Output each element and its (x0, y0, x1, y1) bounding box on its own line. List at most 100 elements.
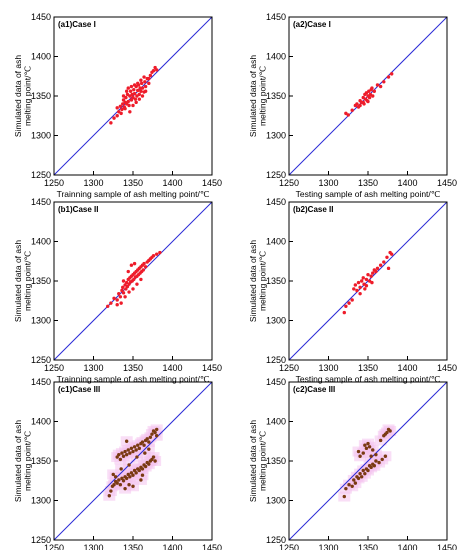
data-point (118, 457, 123, 462)
data-point (117, 452, 121, 457)
y-axis-label: Simulated data of ashmelting point/℃ (13, 240, 32, 322)
data-point (359, 279, 364, 283)
data-point (131, 449, 135, 454)
data-point (375, 266, 380, 271)
y-tick-label: 1350 (266, 456, 286, 466)
panel-title: (b2)Case II (293, 205, 333, 214)
data-point (127, 103, 131, 108)
data-point (380, 457, 384, 462)
data-point (123, 486, 127, 491)
data-point (137, 446, 142, 451)
data-point (355, 102, 359, 106)
data-point (390, 72, 394, 76)
data-point (369, 274, 373, 278)
panel-title: (a2)Case I (293, 20, 331, 29)
data-point (361, 100, 365, 105)
data-point (129, 84, 134, 89)
data-point (143, 265, 148, 269)
data-point (363, 443, 367, 447)
y-tick-label: 1400 (31, 237, 51, 247)
data-point (350, 298, 354, 302)
data-point (124, 439, 129, 443)
x-tick-label: 1400 (397, 178, 417, 188)
data-point (390, 252, 394, 256)
data-point (147, 440, 151, 444)
data-point (378, 438, 383, 443)
x-tick-label: 1300 (318, 363, 338, 373)
data-point (126, 269, 130, 274)
data-point (136, 88, 140, 93)
y-axis-label: Simulated data of ashmelting point/℃ (13, 420, 32, 502)
x-axis-label: Testing sample of ash melting point/℃ (296, 189, 441, 199)
x-tick-label: 1450 (437, 543, 457, 550)
data-point (131, 473, 135, 477)
y-tick-label: 1350 (31, 91, 51, 101)
data-point (123, 106, 127, 111)
y-tick-label: 1250 (31, 355, 51, 365)
data-point (375, 83, 380, 87)
data-point (145, 437, 149, 441)
data-point (140, 94, 145, 98)
y-axis-label: Simulated data of ashmelting point/℃ (248, 240, 267, 322)
data-point (143, 80, 147, 84)
data-point (143, 451, 147, 455)
data-point (147, 76, 151, 81)
y-tick-label: 1300 (266, 496, 286, 506)
data-point (115, 298, 119, 302)
data-point (361, 451, 365, 455)
y-tick-label: 1400 (31, 417, 51, 427)
x-tick-label: 1400 (397, 543, 417, 550)
data-point (147, 447, 151, 451)
y-tick-label: 1300 (266, 131, 286, 141)
y-tick-label: 1250 (266, 170, 286, 180)
data-point (115, 114, 119, 118)
x-tick-label: 1450 (202, 178, 222, 188)
data-point (364, 277, 369, 282)
data-point (356, 449, 361, 454)
y-axis-label: Simulated data of ashmelting point/℃ (248, 55, 267, 137)
data-point (115, 106, 119, 110)
data-point (123, 295, 127, 299)
data-point (155, 68, 159, 72)
data-point (107, 494, 112, 498)
x-tick-label: 1300 (83, 363, 103, 373)
data-point (358, 103, 362, 108)
y-tick-label: 1350 (31, 276, 51, 286)
data-point (133, 97, 138, 101)
data-point (134, 471, 138, 475)
data-point (358, 471, 362, 476)
reference-line (288, 381, 448, 541)
data-point (127, 290, 131, 294)
data-point (118, 295, 123, 299)
x-tick-label: 1250 (279, 543, 299, 550)
data-point (109, 121, 113, 125)
data-point (132, 91, 137, 96)
x-tick-label: 1400 (162, 543, 182, 550)
data-point (139, 78, 143, 82)
data-point (366, 441, 370, 446)
x-tick-label: 1450 (202, 543, 222, 550)
data-point (147, 81, 151, 86)
y-tick-label: 1350 (266, 276, 286, 286)
data-point (363, 471, 367, 476)
data-point (358, 454, 362, 458)
data-point (153, 459, 157, 463)
y-tick-label: 1300 (31, 131, 51, 141)
data-point (131, 287, 135, 291)
y-tick-label: 1300 (266, 316, 286, 326)
y-tick-label: 1350 (31, 456, 51, 466)
data-point (356, 476, 361, 481)
data-point (367, 445, 372, 449)
y-tick-label: 1250 (31, 535, 51, 545)
data-point (372, 89, 377, 93)
data-point (137, 92, 142, 97)
data-point (151, 254, 156, 258)
data-point (358, 285, 362, 290)
data-point (128, 451, 132, 455)
data-point (153, 430, 157, 435)
y-tick-label: 1400 (266, 417, 286, 427)
data-point (366, 272, 370, 277)
data-point (129, 263, 134, 267)
x-tick-label: 1250 (279, 178, 299, 188)
